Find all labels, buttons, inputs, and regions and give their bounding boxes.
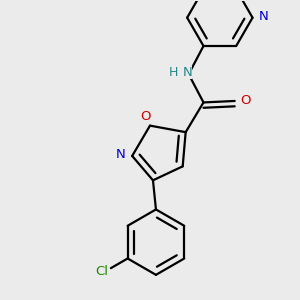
Text: O: O [140, 110, 151, 123]
Text: Cl: Cl [95, 265, 109, 278]
Text: N: N [259, 10, 269, 23]
Text: N: N [116, 148, 125, 161]
Text: N: N [182, 66, 192, 79]
Text: O: O [240, 94, 250, 107]
Text: H: H [169, 66, 178, 79]
